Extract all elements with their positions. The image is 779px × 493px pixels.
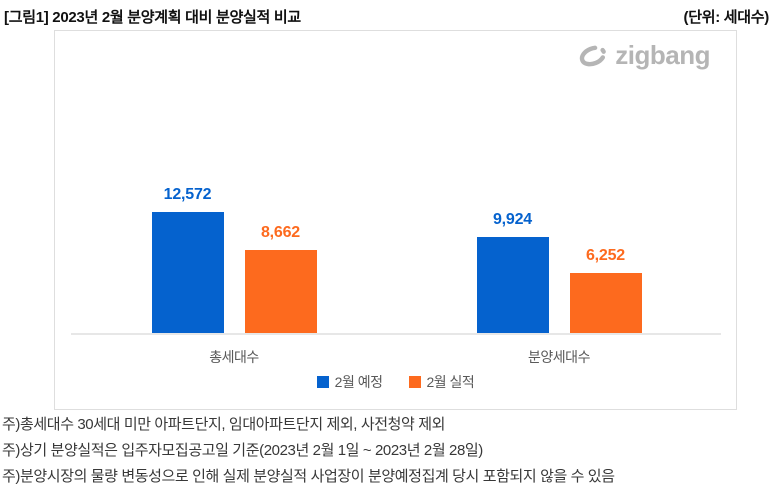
unit-label: (단위: 세대수): [683, 9, 770, 26]
footnote-line: 주)분양시장의 물량 변동성으로 인해 실제 분양실적 사업장이 분양예정집계 …: [2, 468, 615, 485]
chart-legend: 2월 예정 2월 실적: [55, 372, 736, 392]
bar-series1-group2: [476, 237, 549, 333]
bar-series2-group1: [244, 250, 317, 333]
chart-frame: zigbang 총세대수 분양세대수 2월 예정 2월 실적 12,572 8,6…: [54, 30, 737, 410]
bar-value-label: 6,252: [585, 247, 626, 264]
footnotes: 주)총세대수 30세대 미만 아파트단지, 임대아파트단지 제외, 사전청약 제…: [2, 412, 777, 490]
bar-value-label: 12,572: [163, 186, 212, 203]
x-axis-line: [71, 333, 721, 335]
bar-series1-group1: [151, 212, 224, 333]
footnote-line: 주)상기 분양실적은 입주자모집공고일 기준(2023년 2월 1일 ~ 202…: [2, 442, 483, 459]
legend-label: 2월 실적: [426, 374, 475, 390]
zigbang-logo: zigbang: [578, 40, 710, 71]
legend-item-planned: 2월 예정: [316, 372, 383, 392]
bar-value-label: 9,924: [492, 211, 533, 228]
legend-label: 2월 예정: [334, 374, 383, 390]
legend-item-actual: 2월 실적: [408, 372, 475, 392]
legend-swatch: [316, 376, 329, 388]
category-label-supply: 분양세대수: [528, 349, 590, 365]
zigbang-logo-text: zigbang: [615, 40, 710, 70]
bar-series2-group2: [569, 273, 642, 333]
footnote-line: 주)총세대수 30세대 미만 아파트단지, 임대아파트단지 제외, 사전청약 제…: [2, 416, 445, 433]
legend-swatch: [408, 376, 421, 388]
zigbang-shell-icon: [578, 43, 608, 69]
figure-title: [그림1] 2023년 2월 분양계획 대비 분양실적 비교: [4, 9, 301, 26]
category-label-total: 총세대수: [209, 349, 259, 365]
bar-value-label: 8,662: [260, 224, 301, 241]
bar-plot: 총세대수 분양세대수 2월 예정 2월 실적 12,572 8,662 9,924 6…: [55, 31, 736, 409]
